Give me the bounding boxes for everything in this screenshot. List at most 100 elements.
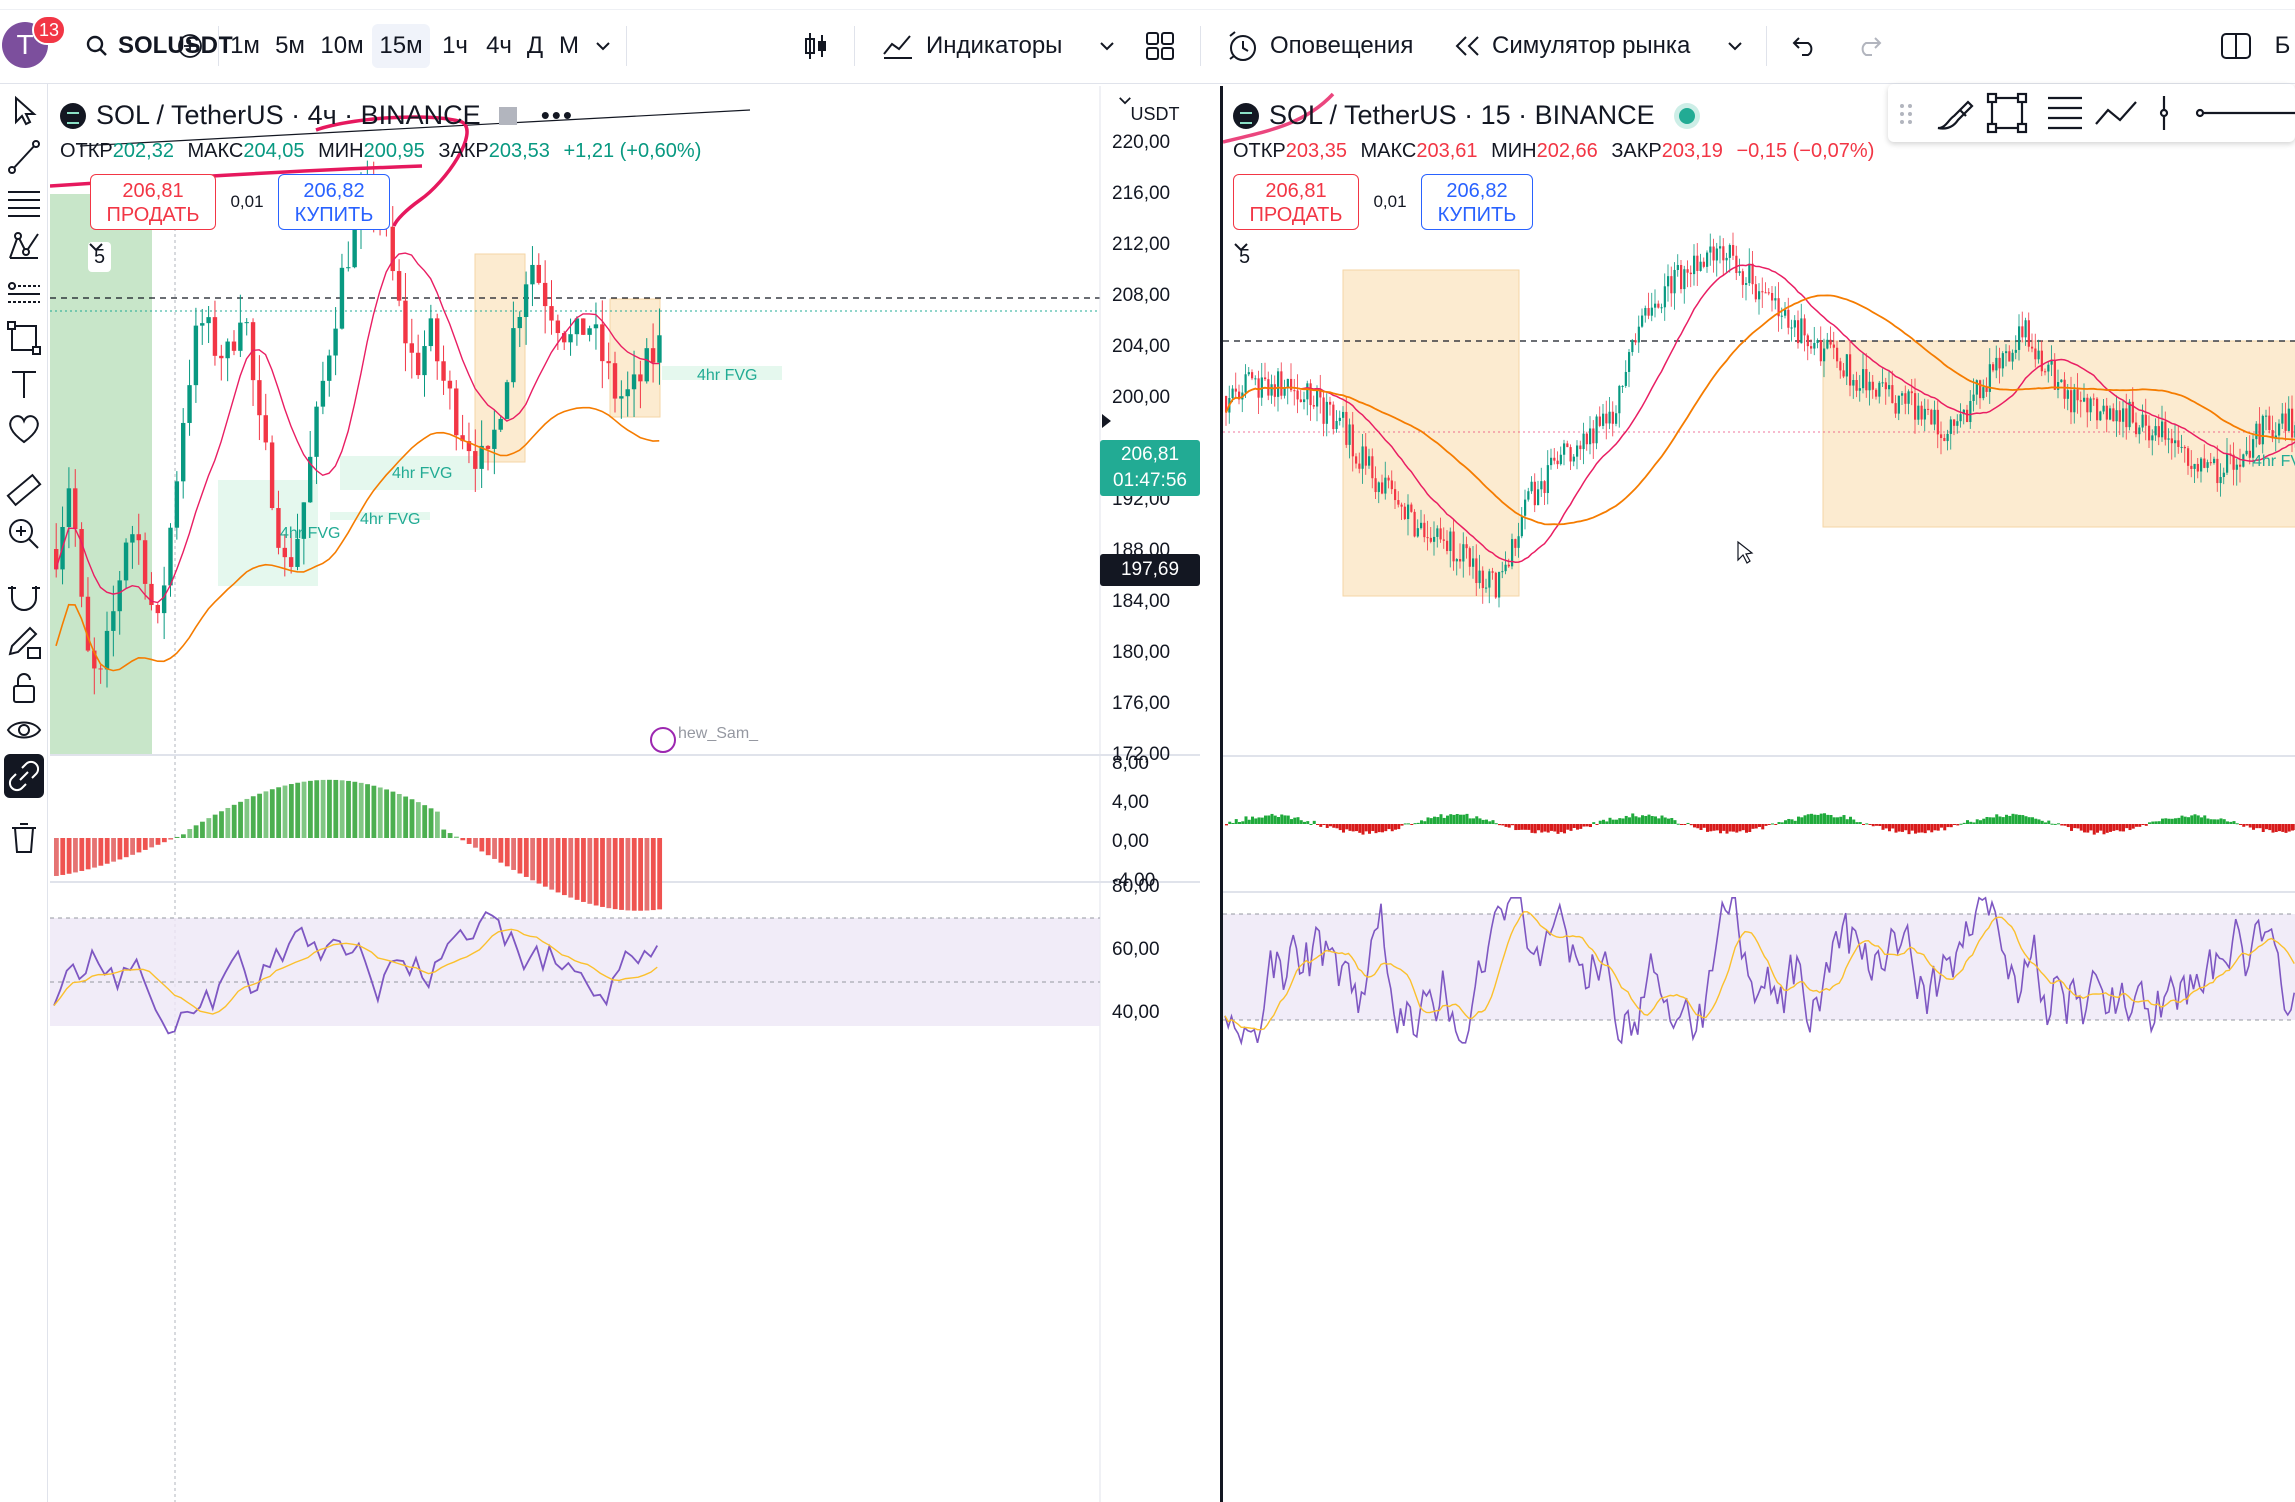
candle-body — [1897, 395, 1900, 414]
toggle-panel-button[interactable] — [2216, 24, 2256, 68]
macd-bar — [288, 784, 294, 838]
symbol-search-button[interactable]: SOLUSDT — [86, 24, 233, 68]
trend-path-icon[interactable] — [2095, 101, 2137, 125]
interval-day[interactable]: Д — [526, 32, 544, 59]
macd-bar — [1426, 817, 1430, 824]
horizontal-ray-icon[interactable] — [2195, 108, 2295, 118]
flag-icon[interactable] — [498, 106, 517, 125]
replay-button[interactable]: Симулятор рынка — [1452, 24, 1690, 68]
chart-canvas-15m[interactable]: 4hr FV — [1223, 86, 2295, 1502]
candle-body — [562, 333, 567, 343]
candle-body — [1273, 384, 1276, 397]
chart-pane-15m[interactable]: 4hr FV SOL / TetherUS · 15 · BINANCE ОТК… — [1220, 86, 2295, 1502]
macd-bar — [1556, 824, 1560, 834]
macd-bar — [1800, 817, 1804, 824]
symbol-legend[interactable]: SOL / TetherUS · 4ч · BINANCE ••• — [60, 100, 574, 131]
macd-bar — [1277, 817, 1280, 824]
candle-body — [460, 435, 465, 442]
candle-body — [1992, 364, 1995, 371]
alerts-button[interactable]: Оповещения — [1226, 24, 1413, 68]
text-tool[interactable] — [4, 362, 44, 406]
buy-button[interactable]: 206,82 КУПИТЬ — [1421, 174, 1533, 230]
open-label: ОТКР — [60, 140, 113, 162]
macd-bar — [1738, 824, 1742, 832]
macd-bar — [1930, 824, 1934, 833]
macd-bar — [2203, 815, 2207, 824]
interval-month[interactable]: М — [559, 32, 579, 59]
macd-bar — [2034, 818, 2038, 824]
sell-button[interactable]: 206,81 ПРОДАТЬ — [1233, 174, 1359, 230]
more-options-icon[interactable]: ••• — [540, 100, 574, 130]
currency-label: USDT — [1130, 103, 1180, 124]
measure-tool[interactable] — [4, 468, 44, 512]
chart-pane-4h[interactable]: 4hr FVG 4hr FVG 4hr FVG 4hr FVG 220,00 216,00… — [50, 86, 1200, 1502]
macd-bar — [390, 791, 396, 838]
candle-body — [1683, 269, 1686, 290]
interval-5m[interactable]: 5м — [275, 32, 305, 59]
buy-button[interactable]: 206,82 КУПИТЬ — [278, 174, 390, 230]
candle-body — [415, 352, 421, 376]
macd-bar — [1793, 820, 1797, 824]
layout-button[interactable] — [1140, 24, 1180, 68]
indicators-button[interactable]: Индикаторы — [882, 24, 1062, 68]
chart-canvas-4h[interactable]: 4hr FVG 4hr FVG 4hr FVG 4hr FVG 220,00 216,00… — [50, 86, 1200, 1502]
notification-badge[interactable]: 13 — [32, 15, 66, 45]
favorites-tool[interactable] — [4, 406, 44, 450]
prediction-tool[interactable] — [4, 270, 44, 314]
macd-bar — [1498, 824, 1501, 826]
lock-drawings-tool[interactable] — [4, 620, 44, 664]
trendline-tool[interactable] — [4, 134, 44, 178]
candle-body — [2135, 422, 2138, 435]
fib-lines-icon[interactable] — [2048, 96, 2082, 130]
pattern-tool[interactable] — [4, 224, 44, 268]
shape-tool[interactable] — [4, 316, 44, 360]
candle-body — [1894, 403, 1897, 414]
candle-body — [1738, 271, 1741, 274]
drag-handle-icon[interactable] — [1900, 104, 1912, 124]
candle-body — [1351, 424, 1354, 457]
remove-drawings-tool[interactable] — [4, 816, 44, 860]
rectangle-icon[interactable] — [1986, 92, 2028, 134]
fib-tool[interactable] — [4, 180, 44, 224]
collapse-indicators-button[interactable]: 5 — [88, 242, 112, 272]
zoom-tool[interactable] — [4, 512, 44, 556]
interval-10m[interactable]: 10м — [320, 32, 364, 59]
collapse-indicators-button[interactable]: 5 — [1233, 242, 1257, 272]
currency-selector[interactable]: USDT — [1110, 96, 1200, 132]
interval-15m[interactable]: 15м — [372, 24, 430, 68]
interval-4h[interactable]: 4ч — [486, 32, 512, 59]
symbol-legend[interactable]: SOL / TetherUS · 15 · BINANCE — [1233, 100, 1695, 131]
candle-body — [1501, 571, 1504, 573]
interval-dropdown[interactable] — [590, 24, 616, 68]
range-box — [474, 253, 526, 463]
macd-bar — [1767, 824, 1771, 825]
indicators-dropdown[interactable] — [1094, 24, 1120, 68]
hide-drawings-tool[interactable] — [4, 708, 44, 752]
macd-bar — [2092, 824, 2096, 835]
candle-body — [1303, 399, 1306, 403]
interval-1m[interactable]: 1м — [230, 32, 260, 59]
chart-type-button[interactable] — [796, 24, 836, 68]
high-value: 203,61 — [1416, 140, 1478, 162]
rsi-signal-line — [53, 928, 658, 1015]
sell-button[interactable]: 206,81 ПРОДАТЬ — [90, 174, 216, 230]
interval-1h[interactable]: 1ч — [442, 32, 468, 59]
redo-button[interactable] — [1852, 24, 1888, 68]
macd-bar — [1806, 814, 1810, 824]
candle-body — [1904, 393, 1907, 404]
undo-button[interactable] — [1786, 24, 1822, 68]
macd-bar — [1686, 822, 1690, 824]
cursor-tool[interactable] — [4, 88, 44, 132]
macd-bar — [1553, 824, 1557, 832]
lock-all-tool[interactable] — [4, 666, 44, 710]
vertical-line-icon[interactable] — [2159, 96, 2169, 130]
macd-bar — [1472, 818, 1475, 824]
brush-icon[interactable] — [1937, 100, 1974, 130]
magnet-tool[interactable] — [4, 574, 44, 618]
macd-bar — [358, 782, 364, 838]
replay-dropdown[interactable] — [1722, 24, 1748, 68]
candle-body — [1374, 478, 1377, 493]
macd-bar — [1751, 824, 1755, 829]
compare-symbol-button[interactable] — [172, 24, 208, 68]
sync-drawings-tool[interactable] — [4, 754, 44, 798]
